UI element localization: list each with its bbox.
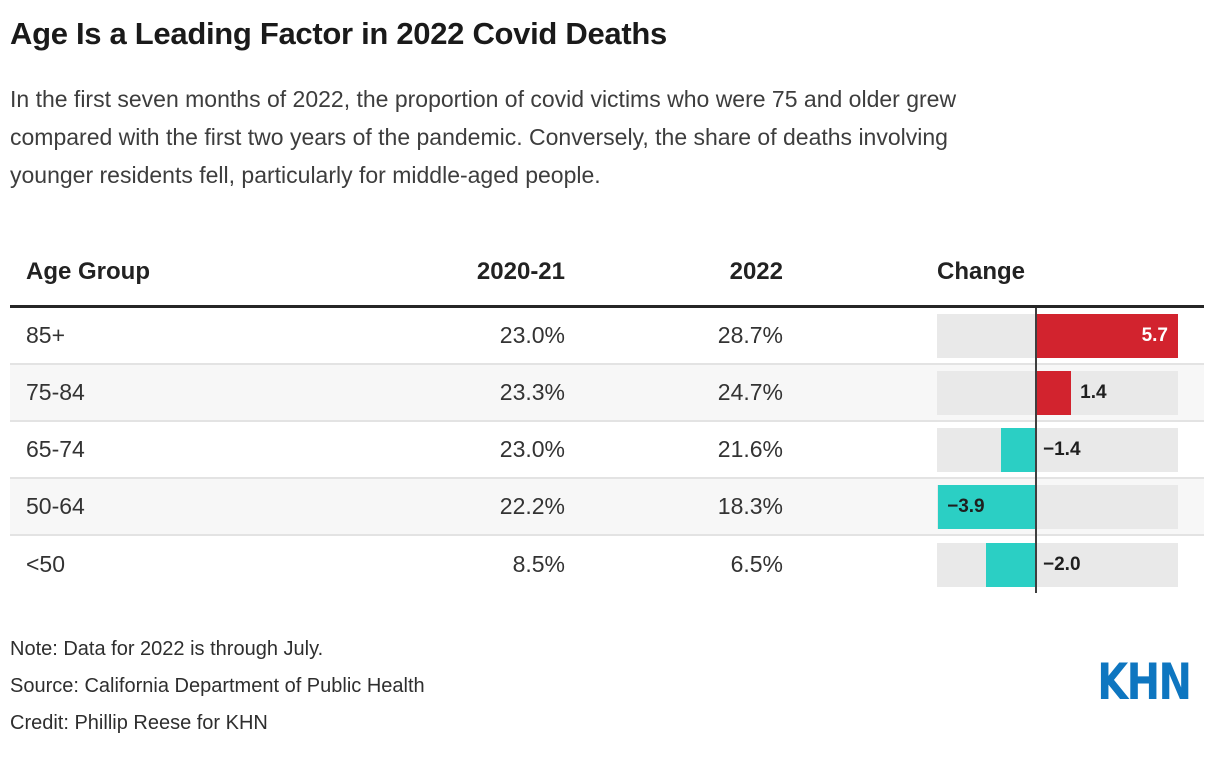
- description-line: younger residents fell, particularly for…: [10, 162, 601, 188]
- column-header-age-group: Age Group: [26, 257, 150, 285]
- change-bar-label: 1.4: [1080, 381, 1107, 403]
- change-cell: 1.4: [927, 370, 1212, 415]
- description-line: compared with the first two years of the…: [10, 124, 948, 150]
- khn-logo: KHN: [1096, 653, 1192, 711]
- change-bar-label: −1.4: [1043, 438, 1081, 460]
- change-bar: [1036, 313, 1178, 358]
- change-cell: 5.7: [927, 313, 1212, 358]
- credit-text: Credit: Phillip Reese for KHN: [10, 712, 268, 734]
- value-2020-21-cell: 8.5%: [512, 551, 565, 577]
- zero-axis-line: [1035, 308, 1037, 593]
- age-group-cell: 50-64: [26, 493, 85, 519]
- value-2022-cell: 24.7%: [717, 379, 783, 405]
- value-2022-cell: 21.6%: [717, 436, 783, 462]
- change-bar-label: −2.0: [1043, 553, 1081, 575]
- note-text: Note: Data for 2022 is through July.: [10, 638, 324, 660]
- change-cell: −3.9: [927, 484, 1212, 529]
- change-bar: [1000, 427, 1036, 472]
- value-2022-cell: 28.7%: [717, 322, 783, 348]
- table-row: 65-74 23.0% 21.6% −1.4: [10, 422, 1204, 479]
- value-2020-21-cell: 23.0%: [499, 436, 565, 462]
- column-header-2020-21: 2020-21: [476, 257, 565, 285]
- column-header-change: Change: [937, 257, 1026, 285]
- change-bar-track: −2.0: [937, 542, 1178, 587]
- change-bar-label: −3.9: [947, 495, 985, 517]
- age-group-cell: <50: [26, 551, 66, 577]
- age-group-cell: 85+: [26, 322, 66, 348]
- table-row: <50 8.5% 6.5% −2.0: [10, 536, 1204, 593]
- description-line: In the first seven months of 2022, the p…: [10, 86, 957, 112]
- chart-description: In the first seven months of 2022, the p…: [10, 80, 1204, 194]
- age-group-cell: 65-74: [26, 436, 85, 462]
- value-2020-21-cell: 23.0%: [499, 322, 565, 348]
- table-row: 85+ 23.0% 28.7% 5.7: [10, 308, 1204, 365]
- change-bar: [938, 484, 1036, 529]
- value-2020-21-cell: 22.2%: [499, 493, 565, 519]
- change-cell: −2.0: [927, 542, 1212, 587]
- chart-title: Age Is a Leading Factor in 2022 Covid De…: [10, 16, 667, 51]
- change-bar: [1036, 370, 1072, 415]
- change-bar-label: 5.7: [1141, 324, 1168, 346]
- age-group-cell: 75-84: [26, 379, 85, 405]
- table-row: 75-84 23.3% 24.7% 1.4: [10, 365, 1204, 422]
- change-bar-track: 1.4: [937, 370, 1178, 415]
- change-bar-track: 5.7: [937, 313, 1178, 358]
- change-bar: [985, 542, 1036, 587]
- chart-footer: Note: Data for 2022 is through July. Sou…: [10, 639, 1204, 733]
- change-cell: −1.4: [927, 427, 1212, 472]
- value-2020-21-cell: 23.3%: [499, 379, 565, 405]
- value-2022-cell: 6.5%: [730, 551, 783, 577]
- change-bar-track: −1.4: [937, 427, 1178, 472]
- chart-container: Age Is a Leading Factor in 2022 Covid De…: [0, 16, 1212, 733]
- table-body: 85+ 23.0% 28.7% 5.7 75-84 23.3% 24.7% 1.…: [10, 308, 1204, 593]
- table-header-row: Age Group 2020-21 2022 Change: [10, 238, 1204, 308]
- table-row: 50-64 22.2% 18.3% −3.9: [10, 479, 1204, 536]
- column-header-2022: 2022: [729, 257, 783, 285]
- change-bar-track: −3.9: [937, 484, 1178, 529]
- value-2022-cell: 18.3%: [717, 493, 783, 519]
- source-text: Source: California Department of Public …: [10, 675, 425, 697]
